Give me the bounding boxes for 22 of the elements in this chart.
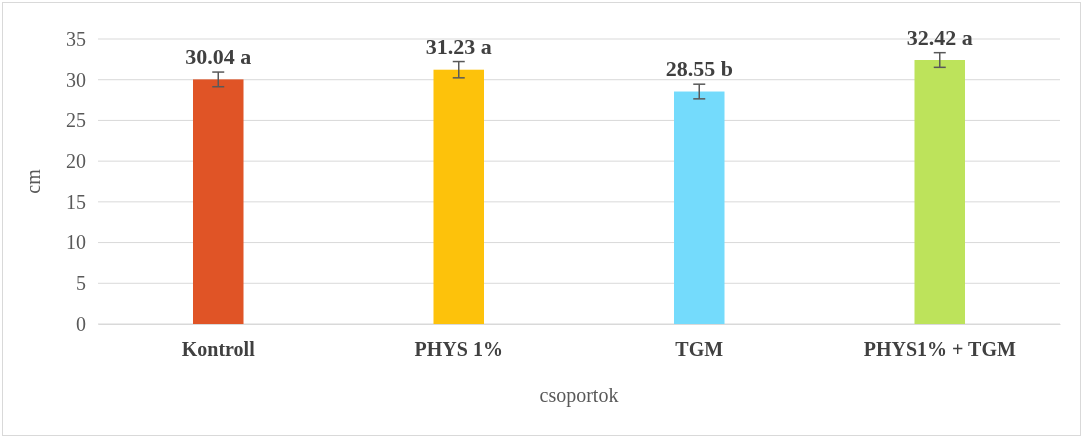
bar: [914, 60, 965, 324]
x-tick-label: PHYS 1%: [414, 338, 503, 361]
bar: [193, 79, 244, 324]
bar: [433, 69, 484, 324]
x-tick-label: PHYS1% + TGM: [863, 338, 1016, 361]
data-label: 30.04 a: [185, 44, 252, 70]
y-tick-label: 15: [66, 190, 86, 213]
y-tick-label: 5: [76, 272, 86, 295]
y-tick-label: 35: [66, 27, 86, 50]
data-label: 32.42 a: [906, 24, 973, 50]
x-tick-label: TGM: [675, 338, 724, 361]
y-axis-title: cm: [22, 168, 44, 194]
y-tick-label: 0: [76, 312, 86, 335]
y-tick-label: 30: [66, 68, 86, 91]
y-tick-label: 20: [66, 150, 86, 173]
y-tick-label: 25: [66, 109, 86, 132]
data-label: 31.23 a: [425, 33, 492, 59]
bar: [674, 91, 725, 324]
data-label: 28.55 b: [665, 56, 733, 82]
x-axis-title: csoportok: [539, 384, 619, 407]
x-tick-label: Kontroll: [181, 338, 256, 361]
y-tick-label: 10: [66, 231, 86, 254]
